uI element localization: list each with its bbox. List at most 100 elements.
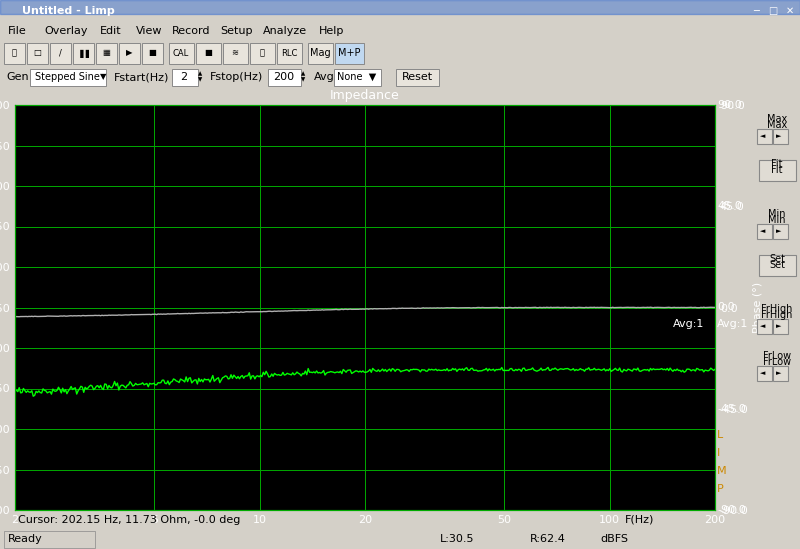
FancyBboxPatch shape bbox=[758, 255, 795, 276]
FancyBboxPatch shape bbox=[757, 128, 771, 143]
FancyBboxPatch shape bbox=[758, 160, 795, 181]
Text: ▼: ▼ bbox=[100, 72, 106, 81]
Text: None  ▼: None ▼ bbox=[338, 72, 377, 82]
FancyBboxPatch shape bbox=[773, 128, 787, 143]
Text: ►: ► bbox=[776, 133, 782, 139]
Text: ►: ► bbox=[776, 370, 782, 376]
Text: Fit: Fit bbox=[771, 165, 782, 175]
Text: 0.0: 0.0 bbox=[717, 302, 734, 312]
Text: Min: Min bbox=[768, 209, 786, 219]
Text: ▦: ▦ bbox=[102, 48, 110, 58]
FancyBboxPatch shape bbox=[95, 42, 117, 64]
FancyBboxPatch shape bbox=[277, 42, 302, 64]
Text: View: View bbox=[135, 26, 162, 36]
FancyBboxPatch shape bbox=[773, 223, 787, 238]
FancyBboxPatch shape bbox=[222, 42, 247, 64]
FancyBboxPatch shape bbox=[3, 530, 94, 547]
Text: □: □ bbox=[33, 48, 41, 58]
FancyBboxPatch shape bbox=[118, 42, 139, 64]
Text: ─: ─ bbox=[753, 6, 759, 16]
Text: L:30.5: L:30.5 bbox=[440, 534, 474, 544]
Text: Record: Record bbox=[171, 26, 210, 36]
Text: /: / bbox=[58, 48, 62, 58]
Text: Max: Max bbox=[767, 120, 787, 130]
Text: Mag: Mag bbox=[310, 48, 330, 58]
Text: ▐▐: ▐▐ bbox=[77, 48, 90, 58]
Text: ►: ► bbox=[776, 228, 782, 234]
Text: I: I bbox=[717, 448, 720, 458]
Y-axis label: Phase (°): Phase (°) bbox=[753, 282, 762, 333]
FancyBboxPatch shape bbox=[30, 69, 106, 86]
FancyBboxPatch shape bbox=[171, 69, 198, 86]
Text: Analyze: Analyze bbox=[263, 26, 307, 36]
Text: Max: Max bbox=[767, 114, 787, 124]
Text: 🖹: 🖹 bbox=[11, 48, 17, 58]
Text: Gen: Gen bbox=[6, 72, 29, 82]
FancyBboxPatch shape bbox=[267, 69, 301, 86]
Text: ◄: ◄ bbox=[760, 370, 766, 376]
Text: CAL: CAL bbox=[173, 48, 189, 58]
Text: R:62.4: R:62.4 bbox=[530, 534, 566, 544]
FancyBboxPatch shape bbox=[250, 42, 274, 64]
Text: Edit: Edit bbox=[99, 26, 121, 36]
Text: P: P bbox=[717, 484, 724, 494]
Text: Fstop(Hz): Fstop(Hz) bbox=[210, 72, 263, 82]
FancyBboxPatch shape bbox=[26, 42, 47, 64]
Text: ▼: ▼ bbox=[301, 77, 306, 82]
Text: L: L bbox=[717, 430, 723, 440]
Text: □: □ bbox=[768, 6, 778, 16]
Text: Untitled - Limp: Untitled - Limp bbox=[22, 6, 114, 16]
Text: ■: ■ bbox=[204, 48, 212, 58]
Text: Avg: Avg bbox=[314, 72, 334, 82]
FancyBboxPatch shape bbox=[307, 42, 333, 64]
Text: Fit: Fit bbox=[771, 159, 782, 169]
Text: ◄: ◄ bbox=[760, 323, 766, 329]
Text: 〜: 〜 bbox=[259, 48, 265, 58]
Text: Set: Set bbox=[769, 260, 785, 270]
Text: 2: 2 bbox=[181, 72, 187, 82]
Text: ▶: ▶ bbox=[126, 48, 132, 58]
FancyBboxPatch shape bbox=[50, 42, 70, 64]
Text: ◄: ◄ bbox=[760, 228, 766, 234]
FancyBboxPatch shape bbox=[773, 318, 787, 333]
FancyBboxPatch shape bbox=[142, 42, 162, 64]
Bar bbox=[0, 0, 800, 14]
Text: Setup: Setup bbox=[221, 26, 253, 36]
Text: ◄: ◄ bbox=[760, 133, 766, 139]
Text: M: M bbox=[717, 466, 726, 476]
Text: M+P: M+P bbox=[338, 48, 360, 58]
Text: ▲: ▲ bbox=[301, 71, 306, 76]
Text: ✕: ✕ bbox=[786, 6, 794, 16]
Text: Set: Set bbox=[769, 254, 785, 264]
Text: Cursor: 202.15 Hz, 11.73 Ohm, -0.0 deg: Cursor: 202.15 Hz, 11.73 Ohm, -0.0 deg bbox=[18, 515, 240, 525]
Text: ■: ■ bbox=[148, 48, 156, 58]
Text: -45.0: -45.0 bbox=[717, 404, 746, 414]
Text: Avg:1: Avg:1 bbox=[673, 319, 705, 329]
Text: Fstart(Hz): Fstart(Hz) bbox=[114, 72, 170, 82]
Text: ≋: ≋ bbox=[231, 48, 238, 58]
Text: Reset: Reset bbox=[402, 72, 433, 82]
Text: FrHigh: FrHigh bbox=[762, 304, 793, 314]
Text: Help: Help bbox=[318, 26, 344, 36]
FancyBboxPatch shape bbox=[334, 42, 363, 64]
FancyBboxPatch shape bbox=[195, 42, 221, 64]
Text: FrLow: FrLow bbox=[763, 357, 791, 367]
Text: RLC: RLC bbox=[281, 48, 297, 58]
Text: FrHigh: FrHigh bbox=[762, 310, 793, 320]
Text: ►: ► bbox=[776, 323, 782, 329]
FancyBboxPatch shape bbox=[773, 366, 787, 380]
FancyBboxPatch shape bbox=[334, 69, 381, 86]
FancyBboxPatch shape bbox=[3, 42, 25, 64]
Text: 45.0: 45.0 bbox=[717, 201, 742, 211]
Title: Impedance: Impedance bbox=[330, 89, 400, 103]
Text: F(Hz): F(Hz) bbox=[626, 515, 654, 525]
Text: File: File bbox=[8, 26, 26, 36]
Text: Stepped Sine: Stepped Sine bbox=[34, 72, 99, 82]
Text: 200: 200 bbox=[274, 72, 294, 82]
FancyBboxPatch shape bbox=[169, 42, 194, 64]
Text: Ready: Ready bbox=[8, 534, 42, 544]
FancyBboxPatch shape bbox=[757, 318, 771, 333]
FancyBboxPatch shape bbox=[757, 223, 771, 238]
Text: ▲: ▲ bbox=[198, 71, 202, 76]
Text: 90.0: 90.0 bbox=[717, 100, 742, 110]
